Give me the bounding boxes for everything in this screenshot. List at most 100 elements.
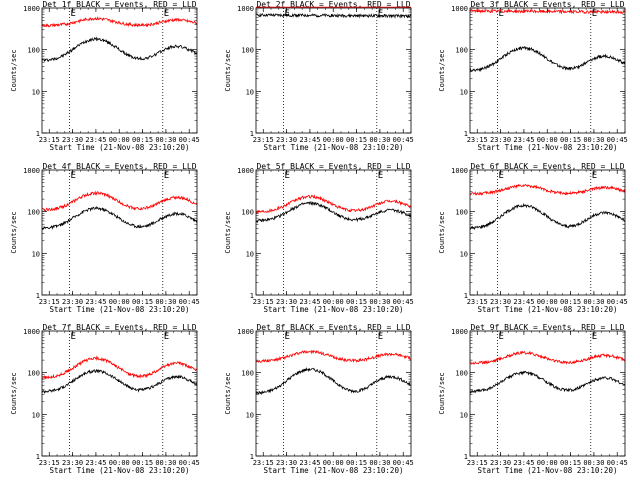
y-tick-label: 100 (27, 370, 40, 378)
x-tick-label: 00:15 (132, 459, 153, 467)
detector-panel: Det 1f BLACK = Events, RED = LLD 1 10 100 10… (10, 0, 200, 152)
x-tick-label: 23:45 (513, 298, 534, 306)
y-tick-label: 100 (455, 209, 468, 217)
events-series-line (41, 205, 198, 231)
x-axis-label: Start Time (21-Nov-08 23:10:20) (264, 143, 404, 152)
x-axis-label: Start Time (21-Nov-08 23:10:20) (478, 143, 618, 152)
x-tick-label: 00:30 (369, 459, 390, 467)
events-series-line (41, 36, 198, 63)
y-tick-label: 1000 (237, 5, 254, 13)
detector-panel: Det 5f BLACK = Events, RED = LLD 1 10 100 10… (224, 162, 414, 314)
y-tick-label: 1 (250, 292, 254, 300)
y-tick-label: 1000 (237, 167, 254, 175)
marker-label: E (592, 9, 597, 19)
x-tick-label: 00:45 (607, 298, 628, 306)
x-tick-label: 23:45 (85, 459, 106, 467)
y-tick-label: 1000 (23, 328, 40, 336)
y-axis-label: Counts/sec (10, 49, 18, 91)
x-tick-label: 23:15 (253, 136, 274, 144)
events-series-line (255, 12, 412, 19)
x-tick-label: 23:15 (39, 459, 60, 467)
x-tick-label: 23:15 (39, 298, 60, 306)
marker-label: E (70, 332, 75, 342)
x-tick-label: 00:45 (607, 136, 628, 144)
marker-label: E (164, 9, 169, 19)
x-tick-label: 23:45 (299, 298, 320, 306)
x-tick-label: 00:15 (560, 459, 581, 467)
panel-title: Det 5f BLACK = Events, RED = LLD (256, 162, 410, 171)
x-tick-label: 23:45 (299, 136, 320, 144)
x-tick-label: 00:00 (537, 298, 558, 306)
detector-panel: Det 9f BLACK = Events, RED = LLD 1 10 100 10… (438, 323, 628, 475)
x-tick-label: 00:15 (346, 298, 367, 306)
plot-frame (41, 330, 198, 457)
x-axis-label: Start Time (21-Nov-08 23:10:20) (478, 466, 618, 475)
lld-series-line (255, 194, 412, 215)
x-tick-label: 00:15 (132, 298, 153, 306)
x-tick-label: 23:30 (276, 136, 297, 144)
y-tick-label: 10 (460, 88, 468, 96)
y-tick-label: 10 (246, 88, 254, 96)
x-tick-label: 00:30 (583, 459, 604, 467)
marker-label: E (284, 332, 289, 342)
marker-label: E (498, 332, 503, 342)
x-tick-label: 00:00 (323, 459, 344, 467)
panel-title: Det 3f BLACK = Events, RED = LLD (470, 0, 624, 9)
y-tick-label: 10 (32, 88, 40, 96)
x-tick-label: 00:45 (393, 298, 414, 306)
y-axis-label: Counts/sec (224, 211, 232, 253)
x-tick-label: 00:30 (155, 136, 176, 144)
x-tick-label: 00:00 (323, 298, 344, 306)
y-tick-label: 100 (27, 47, 40, 55)
panel-title: Det 8f BLACK = Events, RED = LLD (256, 323, 410, 332)
x-tick-label: 00:30 (369, 136, 390, 144)
x-tick-label: 23:30 (490, 459, 511, 467)
marker-label: E (164, 171, 169, 181)
marker-label: E (592, 332, 597, 342)
x-tick-label: 00:30 (369, 298, 390, 306)
x-tick-label: 00:45 (179, 459, 200, 467)
y-tick-label: 1000 (23, 5, 40, 13)
x-tick-label: 00:30 (155, 459, 176, 467)
y-tick-label: 10 (32, 411, 40, 419)
x-tick-label: 23:15 (467, 136, 488, 144)
plot-frame (255, 169, 412, 296)
marker-label: E (164, 332, 169, 342)
x-tick-label: 23:15 (253, 459, 274, 467)
x-tick-label: 23:15 (253, 298, 274, 306)
x-tick-label: 00:45 (179, 136, 200, 144)
x-tick-label: 00:15 (346, 136, 367, 144)
events-series-line (469, 45, 626, 73)
lld-series-line (41, 190, 198, 212)
y-tick-label: 100 (241, 370, 254, 378)
x-tick-label: 00:00 (537, 459, 558, 467)
x-tick-label: 23:15 (467, 298, 488, 306)
x-tick-label: 00:45 (393, 136, 414, 144)
marker-label: E (498, 9, 503, 19)
events-series-line (255, 366, 412, 396)
lld-series-line (469, 183, 626, 196)
y-tick-label: 1 (464, 453, 468, 461)
lld-series-line (255, 349, 412, 363)
y-tick-label: 100 (241, 209, 254, 217)
x-tick-label: 00:30 (583, 136, 604, 144)
y-tick-label: 1 (250, 453, 254, 461)
y-tick-label: 1000 (237, 328, 254, 336)
marker-label: E (592, 171, 597, 181)
x-tick-label: 00:15 (346, 459, 367, 467)
x-tick-label: 23:45 (513, 459, 534, 467)
events-series-line (469, 370, 626, 394)
x-tick-label: 00:00 (109, 298, 130, 306)
x-tick-label: 00:15 (132, 136, 153, 144)
y-tick-label: 10 (246, 411, 254, 419)
events-series-line (42, 369, 198, 394)
x-tick-label: 23:30 (62, 136, 83, 144)
x-axis-label: Start Time (21-Nov-08 23:10:20) (50, 305, 190, 314)
x-tick-label: 00:45 (393, 459, 414, 467)
plot-frame (469, 330, 626, 457)
x-tick-label: 23:30 (62, 459, 83, 467)
y-axis-label: Counts/sec (224, 372, 232, 414)
plot-frame (41, 7, 198, 134)
panel-title: Det 6f BLACK = Events, RED = LLD (470, 162, 624, 171)
x-tick-label: 23:45 (85, 298, 106, 306)
